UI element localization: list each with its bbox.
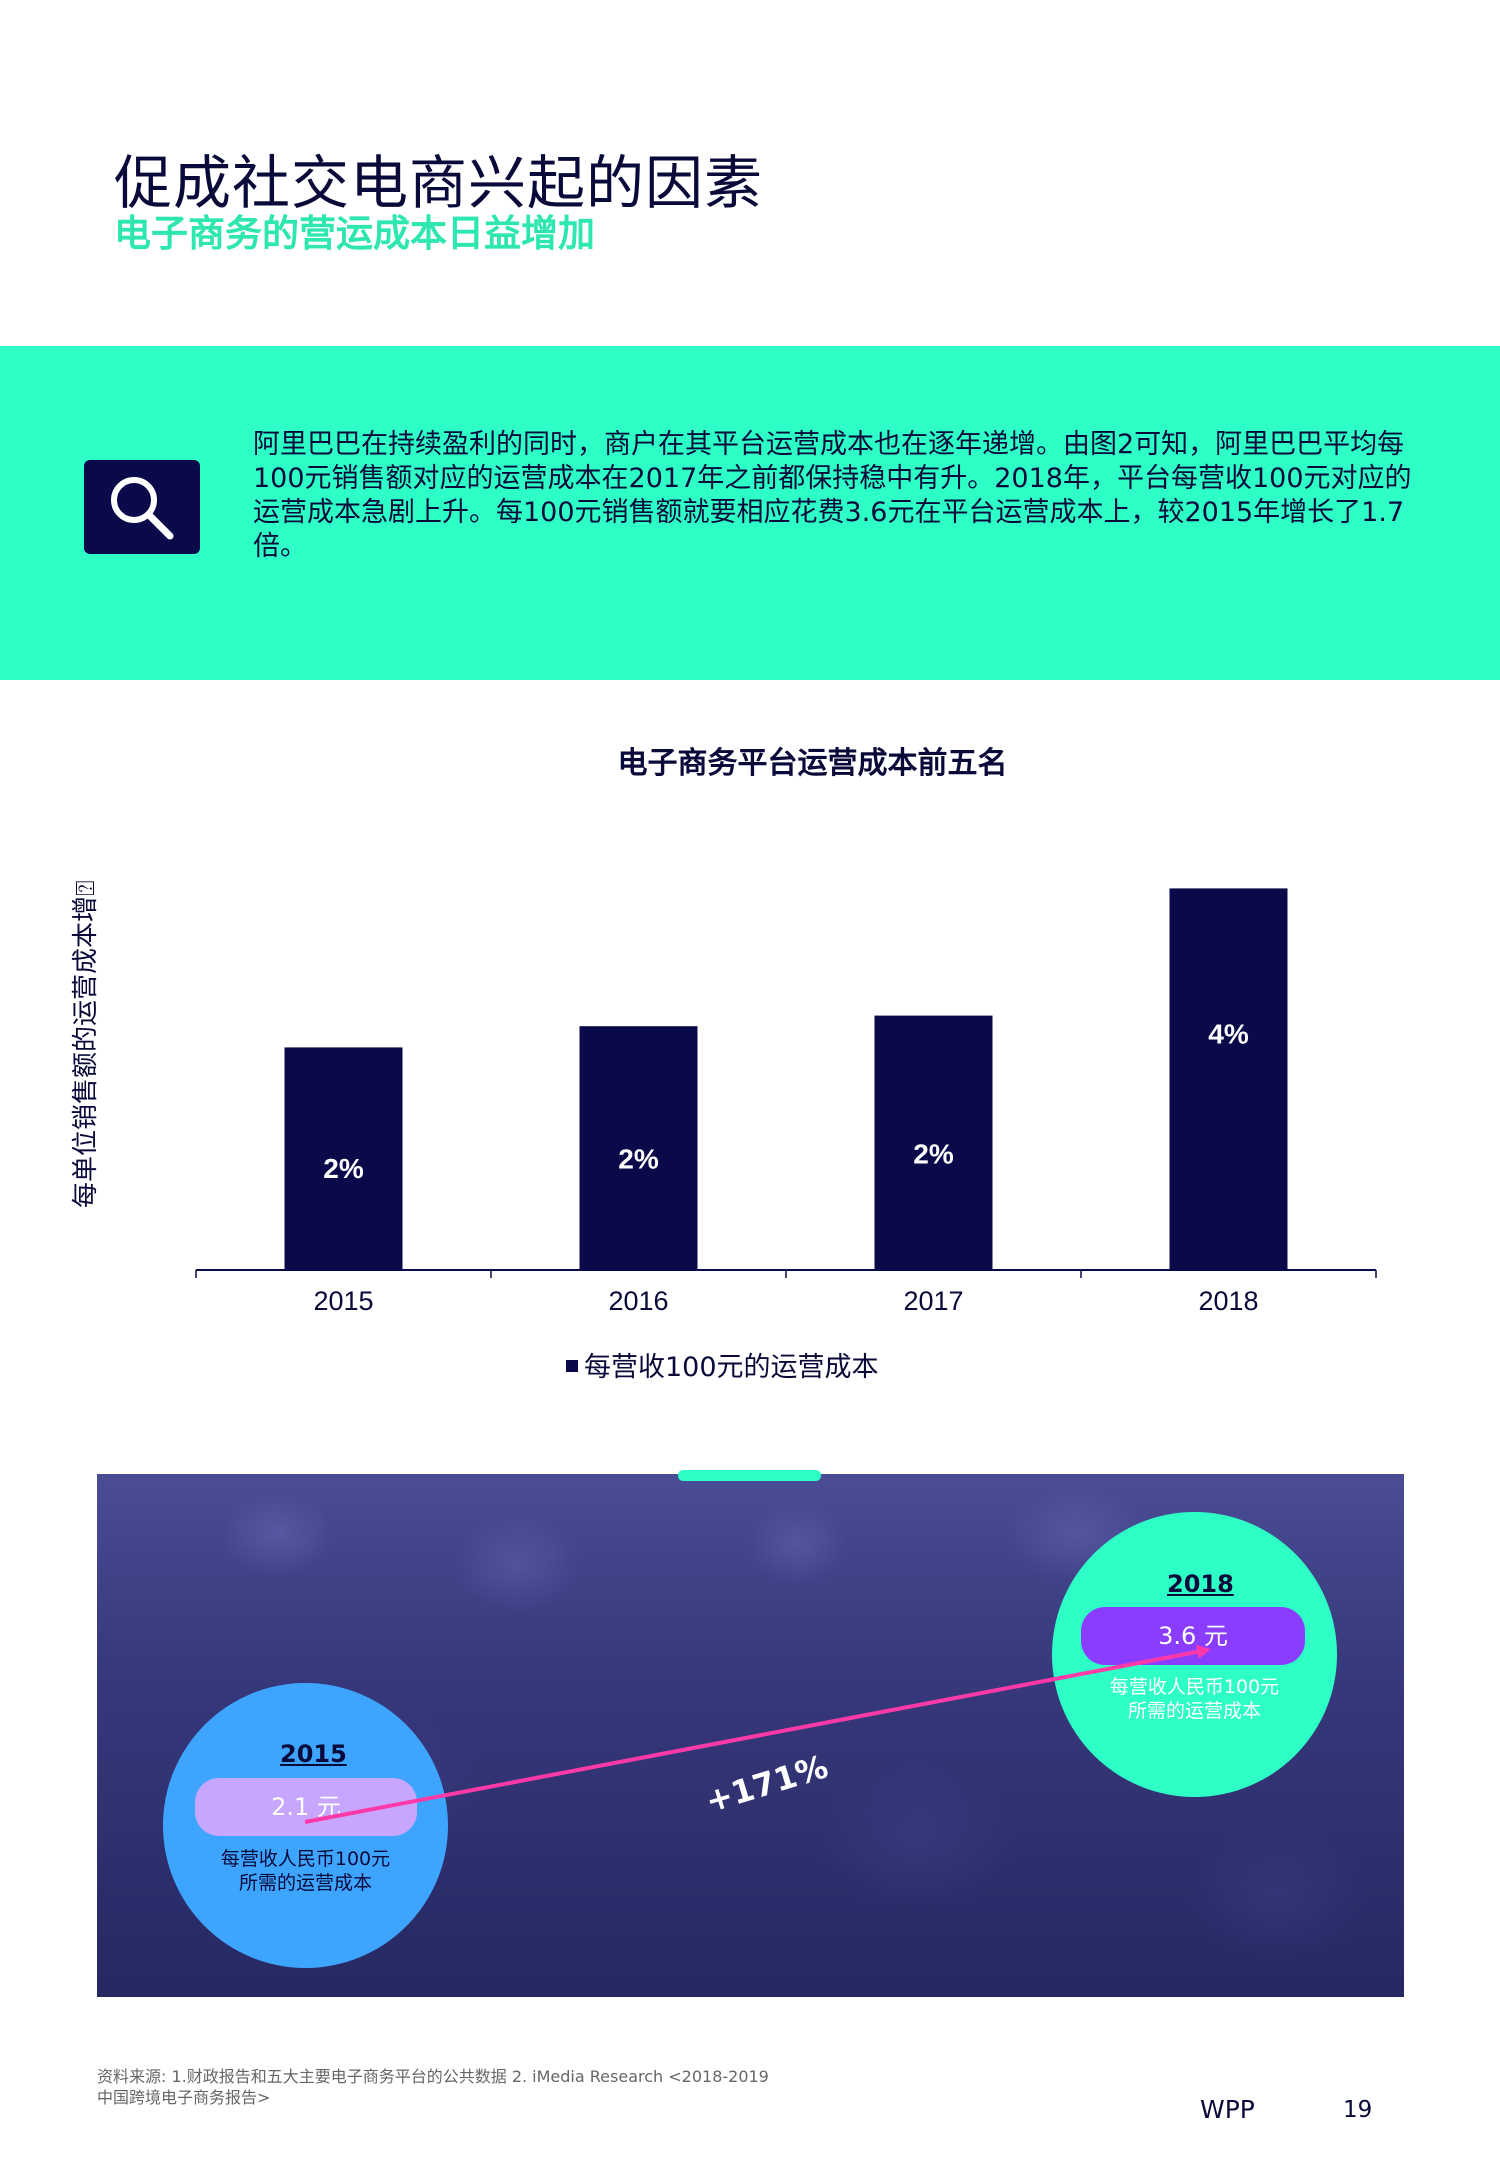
- data-label-2016: 2%: [618, 1143, 659, 1174]
- data-label-2015: 2%: [323, 1153, 364, 1184]
- search-icon: [111, 477, 174, 540]
- accent-tab: [678, 1470, 821, 1481]
- data-label-2017: 2%: [913, 1139, 954, 1170]
- x-tick-label-2017: 2017: [903, 1286, 963, 1316]
- desc-2018: 每营收人民币100元 所需的运营成本: [1052, 1675, 1337, 1723]
- bar-chart: 2% 2015 2% 2016 2% 2017 4% 2018: [195, 888, 1377, 1316]
- bar-2015: [284, 1047, 403, 1270]
- banner-text: 阿里巴巴在持续盈利的同时，商户在其平台运营成本也在逐年递增。由图2可知，阿里巴巴…: [253, 429, 1412, 562]
- x-tick-label-2015: 2015: [313, 1286, 373, 1316]
- source-note: 资料来源: 1.财政报告和五大主要电子商务平台的公共数据 2. iMedia R…: [97, 2067, 769, 2107]
- bar-2018: [1169, 888, 1288, 1270]
- desc-2015-line2: 所需的运营成本: [238, 1872, 372, 1894]
- value-pill-2015: 2.1 元: [195, 1778, 417, 1836]
- value-pill-2018: 3.6 元: [1081, 1607, 1305, 1665]
- highlight-banner: [0, 346, 1500, 680]
- desc-2015-line1: 每营收人民币100元: [220, 1848, 391, 1870]
- bar-2016: [579, 1026, 698, 1270]
- legend-swatch: [566, 1359, 578, 1372]
- page-subtitle: 电子商务的营运成本日益增加: [114, 212, 595, 255]
- chart-legend: 每营收100元的运营成本: [566, 1345, 879, 1384]
- year-2018-label: 2018: [1167, 1570, 1234, 1598]
- page-number: 19: [1343, 2097, 1373, 2123]
- search-icon-box: [84, 460, 200, 554]
- x-tick-label-2018: 2018: [1198, 1286, 1258, 1316]
- legend-label: 每营收100元的运营成本: [584, 1352, 879, 1383]
- chart-title: 电子商务平台运营成本前五名: [617, 746, 1008, 781]
- page-title: 促成社交电商兴起的因素: [114, 149, 764, 217]
- desc-2018-line1: 每营收人民币100元: [1109, 1676, 1280, 1698]
- brand-logo: WPP: [1200, 2095, 1255, 2124]
- bar-2017: [874, 1015, 993, 1270]
- x-tick-label-2016: 2016: [608, 1286, 668, 1316]
- desc-2018-line2: 所需的运营成本: [1127, 1700, 1261, 1722]
- year-2015-label: 2015: [280, 1740, 347, 1768]
- desc-2015: 每营收人民币100元 所需的运营成本: [163, 1847, 448, 1895]
- data-label-2018: 4%: [1208, 1018, 1249, 1049]
